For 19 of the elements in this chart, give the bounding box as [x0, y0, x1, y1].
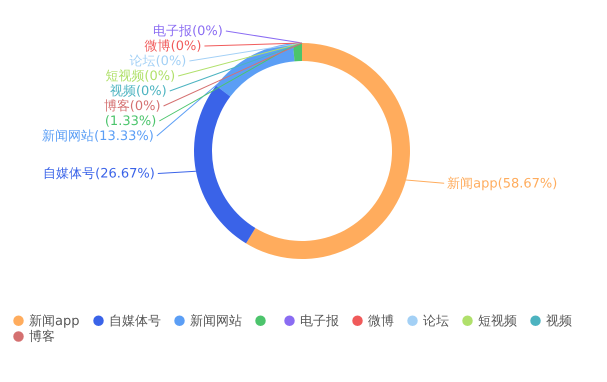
- legend-label: 论坛: [423, 314, 449, 329]
- legend-label: 新闻app: [29, 314, 80, 329]
- legend-label: 视频: [546, 314, 572, 329]
- category-label: 电子报(0%): [153, 24, 223, 39]
- category-label: 博客(0%): [104, 99, 161, 114]
- category-label: 短视频(0%): [105, 69, 176, 84]
- legend-label: 微博: [368, 314, 394, 329]
- category-label: 论坛(0%): [130, 54, 186, 69]
- category-label: 新闻app(58.67%): [447, 176, 558, 192]
- category-label: 微博(0%): [144, 39, 202, 54]
- legend-label: 电子报: [300, 314, 339, 329]
- data-label: (1.33%): [104, 114, 156, 129]
- category-label: 视频(0%): [110, 84, 167, 99]
- category-label: 新闻网站(13.33%): [42, 129, 154, 144]
- legend-label: 短视频: [478, 314, 517, 329]
- category-label: 自媒体号(26.67%): [43, 166, 155, 182]
- legend-label: 自媒体号: [109, 314, 161, 329]
- legend-label: 新闻网站: [190, 314, 242, 329]
- legend-label: 博客: [29, 328, 55, 344]
